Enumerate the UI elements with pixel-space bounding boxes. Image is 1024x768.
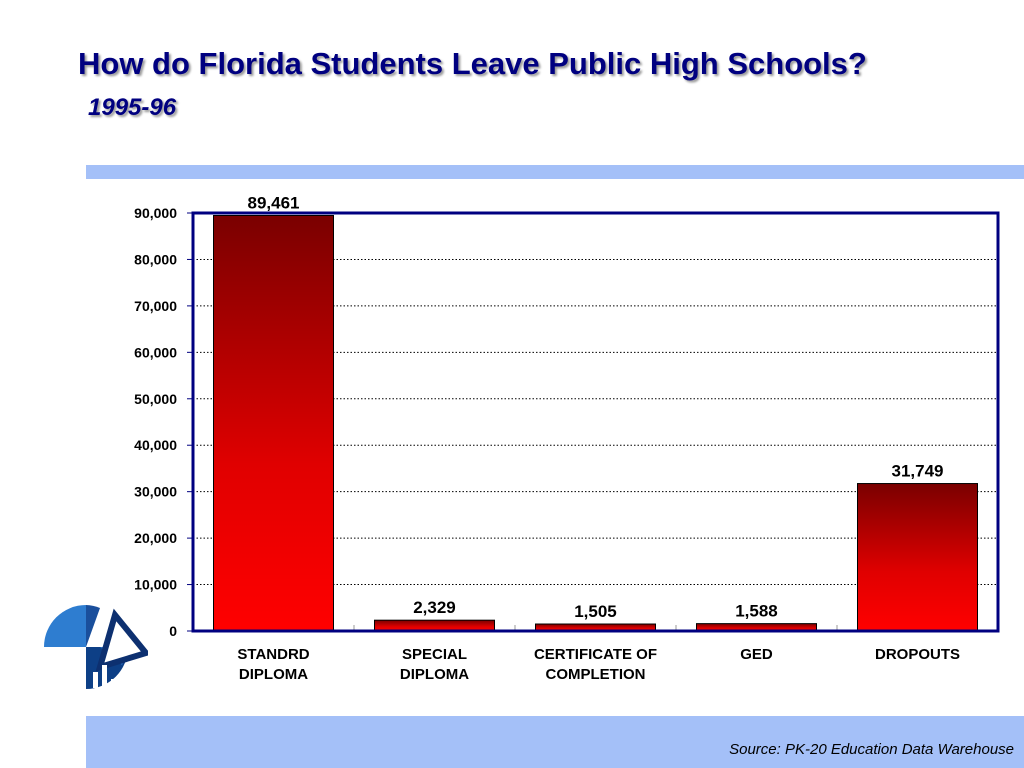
x-category-label: DROPOUTS (875, 646, 960, 663)
y-tick-label: 30,000 (134, 484, 177, 500)
y-tick-label: 70,000 (134, 298, 177, 314)
x-category-label: CERTIFICATE OF (534, 646, 657, 663)
y-tick-label: 60,000 (134, 344, 177, 360)
y-tick-label: 10,000 (134, 577, 177, 593)
x-category-label: GED (740, 646, 773, 663)
data-label: 1,588 (735, 602, 778, 621)
y-tick-label: 50,000 (134, 391, 177, 407)
bar (857, 483, 978, 632)
slide-subtitle: 1995-96 (88, 94, 177, 121)
top-band (86, 165, 1024, 179)
bar (374, 619, 495, 632)
y-tick-label: 90,000 (134, 205, 177, 221)
data-label: 2,329 (413, 598, 456, 617)
y-tick-label: 0 (169, 623, 177, 639)
x-category-label: DIPLOMA (239, 666, 308, 683)
bottom-band (86, 716, 1024, 768)
x-category-label: SPECIAL (402, 646, 467, 663)
x-category-label: STANDRD (237, 646, 309, 663)
x-category-label: COMPLETION (546, 666, 646, 683)
slide-title: How do Florida Students Leave Public Hig… (78, 46, 867, 81)
bar (213, 215, 334, 632)
chart-logo-icon (44, 605, 148, 689)
y-tick-label: 80,000 (134, 251, 177, 267)
y-tick-label: 40,000 (134, 437, 177, 453)
source-note: Source: PK-20 Education Data Warehouse (729, 741, 1014, 758)
y-tick-label: 20,000 (134, 530, 177, 546)
x-category-label: DIPLOMA (400, 666, 469, 683)
data-label: 31,749 (892, 462, 944, 481)
data-label: 89,461 (248, 194, 300, 213)
data-label: 1,505 (574, 602, 617, 621)
plot-frame (191, 211, 1000, 633)
